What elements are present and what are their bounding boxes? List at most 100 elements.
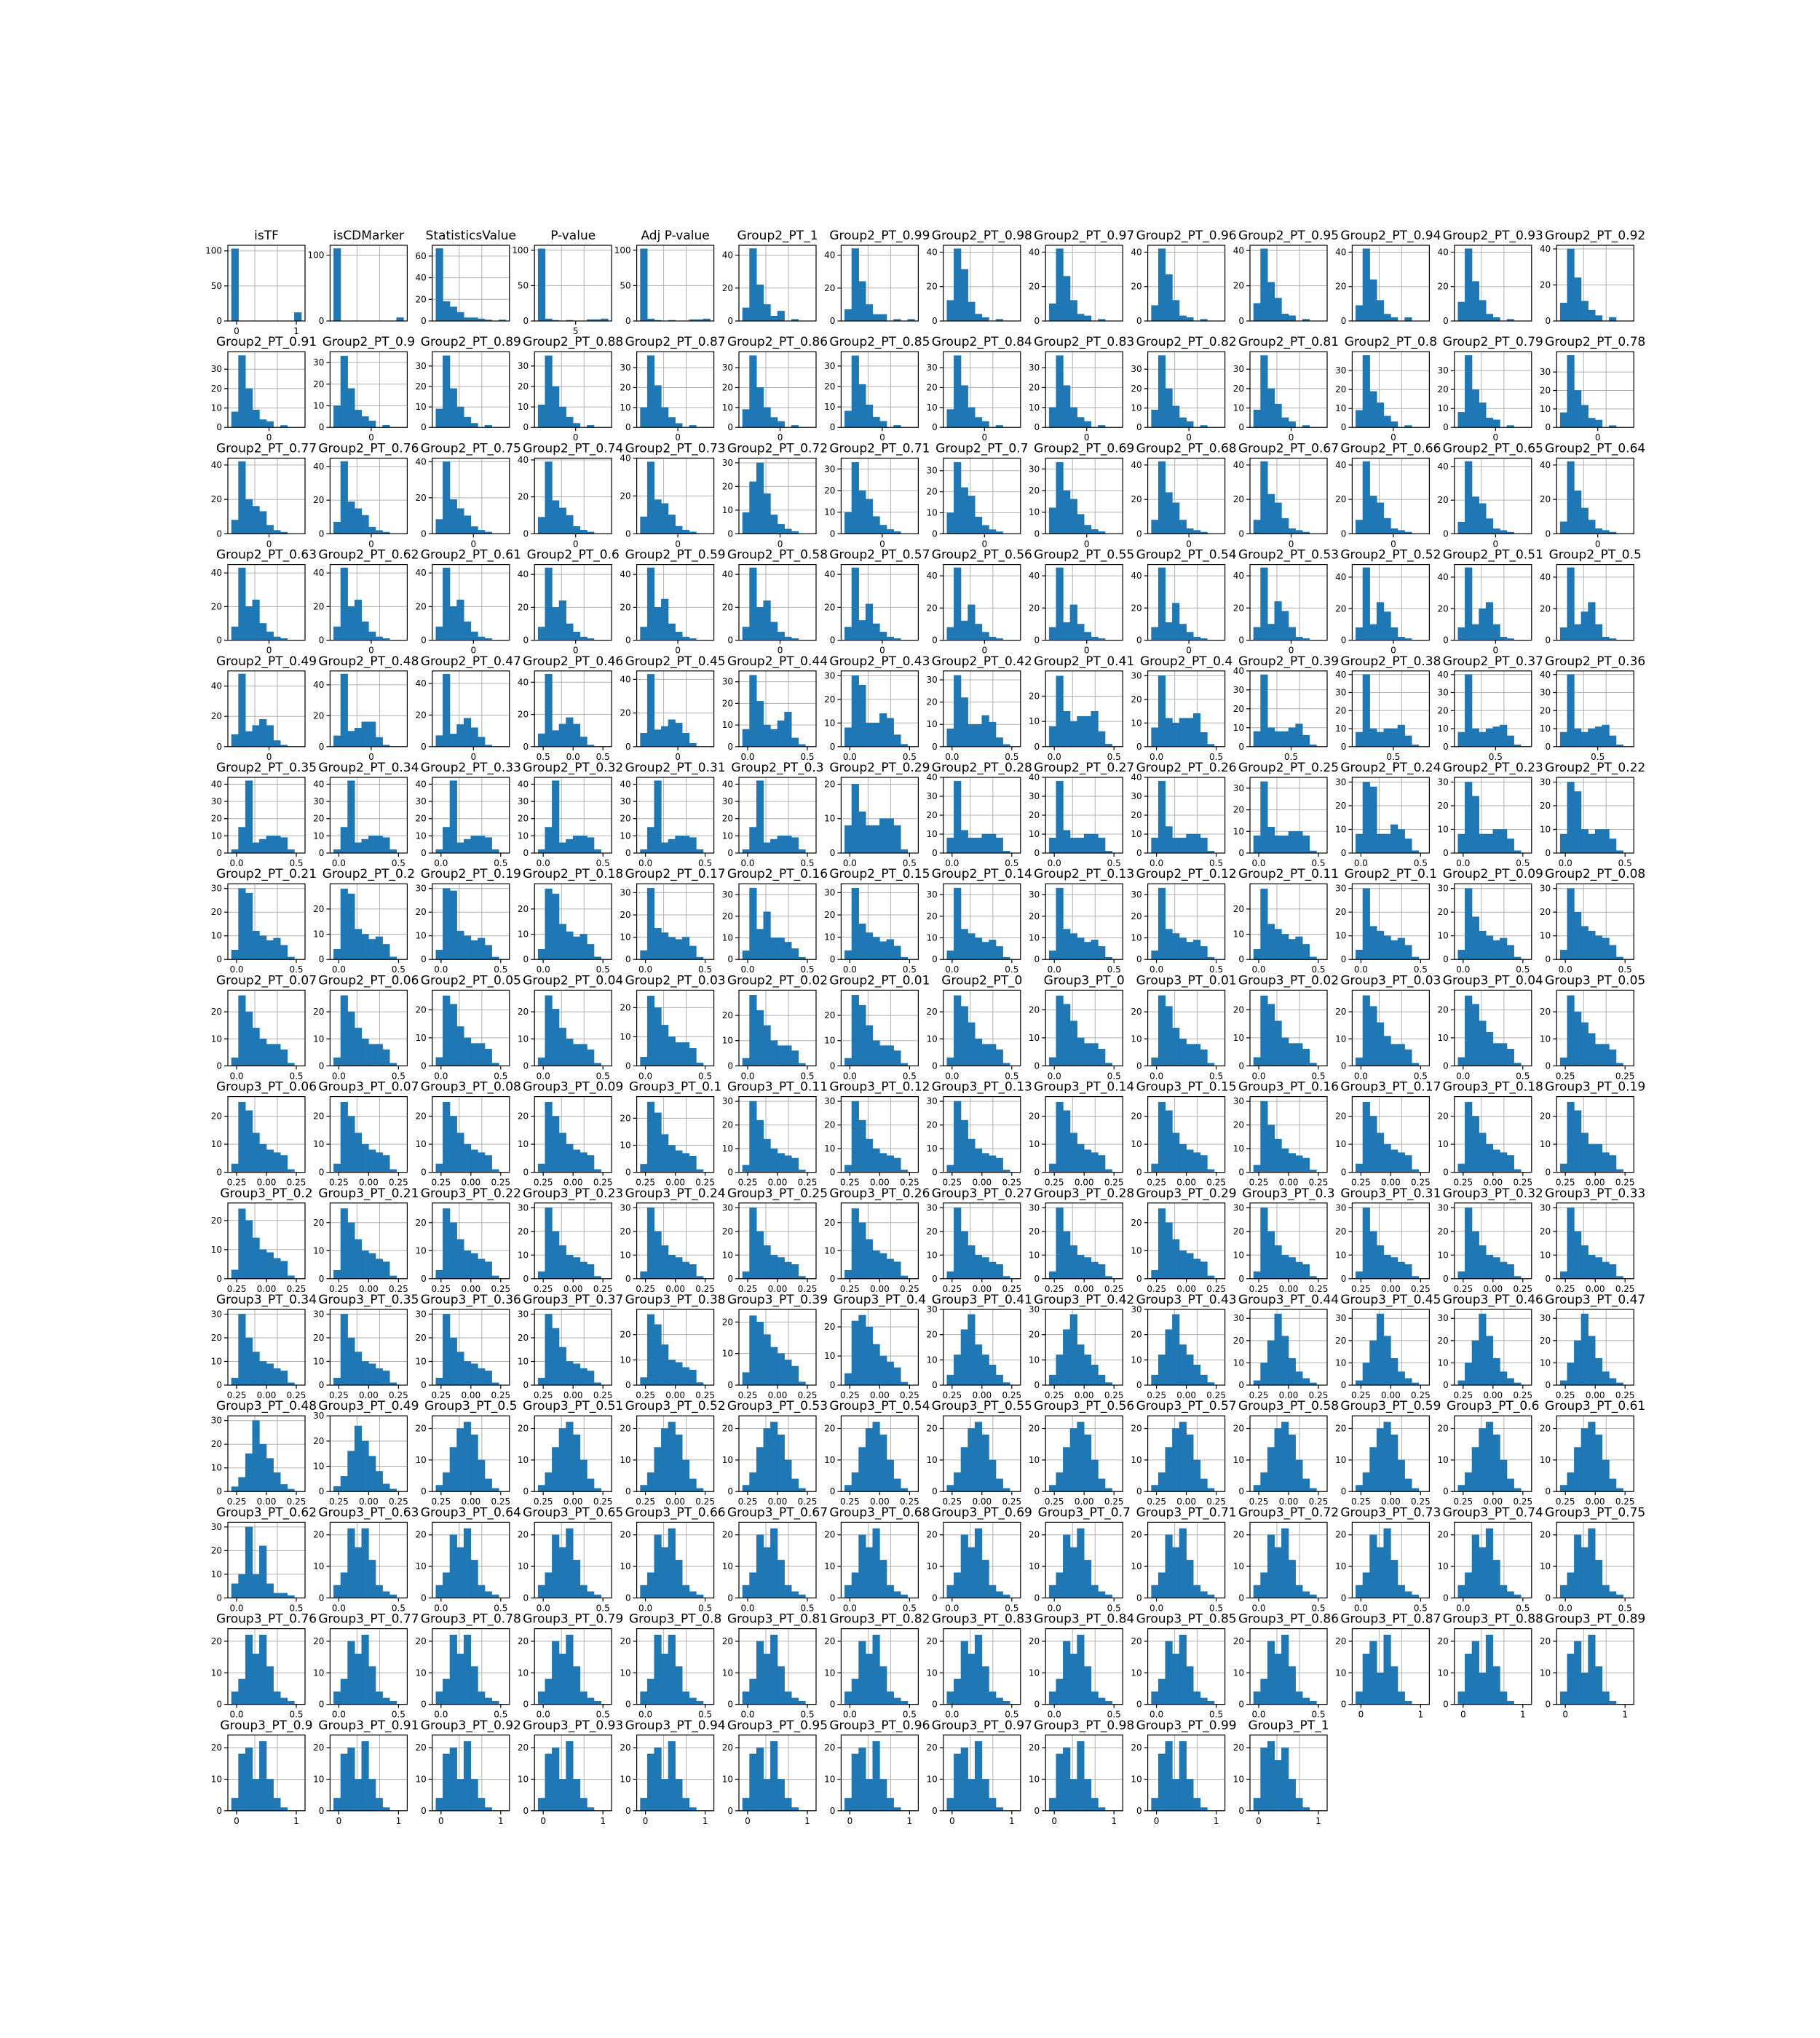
x-tick-label: 0.5 <box>494 1603 507 1613</box>
histogram-bar <box>1253 409 1261 428</box>
histogram-bar <box>347 1528 355 1598</box>
histogram-bar <box>1369 1116 1377 1173</box>
histogram-bar <box>1267 1447 1275 1492</box>
x-tick-label: 0.00 <box>359 1284 379 1294</box>
histogram-bar <box>478 1459 486 1492</box>
histogram-title: Group3_PT_0.5 <box>424 1399 517 1413</box>
histogram-bar <box>1151 1374 1159 1386</box>
histogram-bar <box>798 1488 806 1492</box>
histogram-bar <box>968 1314 976 1386</box>
x-tick-label: 0.0 <box>1354 858 1368 868</box>
y-tick-label: 20 <box>1233 704 1244 714</box>
histogram-bar <box>443 995 451 1066</box>
y-tick-label: 0 <box>523 1486 529 1496</box>
histogram-title: Group2_PT_0.92 <box>1545 229 1645 243</box>
histogram-bar <box>1091 1043 1099 1066</box>
histogram-bar <box>1192 1459 1201 1492</box>
y-tick-label: 0 <box>727 422 733 432</box>
histogram-bar <box>273 1368 281 1386</box>
histogram-bar <box>579 737 587 748</box>
histogram-bar <box>1069 1133 1077 1173</box>
histogram-bar <box>1295 1585 1303 1598</box>
histogram-bar <box>280 1155 288 1173</box>
histogram-bar <box>791 1157 799 1173</box>
histogram-bar <box>470 727 478 748</box>
histogram-bar <box>640 733 648 748</box>
histogram-bar <box>552 1116 560 1173</box>
y-tick-label: 20 <box>824 381 835 392</box>
histogram-title: Group3_PT_0.04 <box>1443 973 1543 988</box>
histogram-bar <box>566 1255 574 1280</box>
y-tick-label: 10 <box>1438 1357 1449 1368</box>
histogram-bar <box>1609 1378 1617 1386</box>
histogram-bar <box>1158 780 1166 854</box>
histogram-bar <box>968 301 976 322</box>
histogram-bar <box>640 1585 648 1598</box>
histogram-bar <box>1471 496 1479 534</box>
histogram-bar <box>579 530 587 534</box>
y-tick-label: 0 <box>1341 1060 1347 1071</box>
histogram-title: Group3_PT_0.13 <box>932 1080 1032 1095</box>
y-tick-label: 0 <box>216 1593 222 1603</box>
histogram-bar <box>375 1152 383 1173</box>
x-tick-label: 0.5 <box>596 964 610 975</box>
y-tick-label: 10 <box>1438 1250 1449 1260</box>
y-tick-label: 10 <box>1438 1455 1449 1465</box>
histogram-bar <box>280 1261 288 1280</box>
histogram-bar <box>266 940 274 960</box>
y-tick-label: 30 <box>211 364 222 374</box>
y-tick-label: 40 <box>1029 247 1040 257</box>
histogram-bar <box>1397 1261 1405 1280</box>
x-tick-label: 0.5 <box>537 752 550 762</box>
histogram-bar <box>1172 1028 1180 1066</box>
x-tick-label: 0.0 <box>1150 752 1163 762</box>
histogram-bar <box>954 887 962 960</box>
y-tick-label: 10 <box>824 932 835 943</box>
y-tick-label: 10 <box>927 719 938 729</box>
y-tick-label: 0 <box>1034 422 1040 432</box>
histogram-bar <box>1594 1044 1603 1066</box>
axes-frame <box>534 1521 612 1598</box>
histogram-bar <box>1083 1257 1092 1280</box>
histogram-bar <box>1506 1155 1514 1173</box>
axes-frame <box>840 457 919 535</box>
histogram-bar <box>756 1322 764 1386</box>
histogram-title: Group3_PT_0.37 <box>523 1293 623 1307</box>
histogram-bar <box>375 1585 383 1598</box>
axes-frame <box>1351 777 1431 854</box>
y-tick-label: 0 <box>830 954 836 964</box>
histogram-bar <box>558 1133 566 1173</box>
histogram-bar <box>798 1381 806 1386</box>
y-tick-label: 10 <box>1540 723 1551 734</box>
histogram-bar <box>989 1261 997 1280</box>
y-tick-label: 20 <box>927 603 938 613</box>
histogram-bar <box>654 1231 662 1280</box>
histogram-bar <box>1253 1585 1261 1598</box>
x-tick-label: 0.25 <box>389 1390 408 1400</box>
histogram-bar <box>280 1371 288 1386</box>
x-tick-label: 0.0 <box>740 752 754 762</box>
y-tick-label: 10 <box>824 402 835 412</box>
histogram-bar <box>443 673 451 748</box>
histogram-bar <box>1580 507 1588 534</box>
histogram-bar <box>1288 528 1296 534</box>
y-tick-label: 40 <box>1438 670 1449 680</box>
histogram-bar <box>1281 1037 1289 1066</box>
x-tick-label: 0.25 <box>695 1284 715 1294</box>
histogram-bar <box>566 623 574 641</box>
histogram-bar <box>1077 514 1085 534</box>
y-tick-label: 40 <box>313 568 324 578</box>
x-tick-label: 0.0 <box>638 1603 652 1613</box>
histogram-bar <box>1063 929 1071 960</box>
histogram-bar <box>851 1320 859 1386</box>
histogram-bar <box>484 837 492 854</box>
x-tick-label: 0.5 <box>1005 752 1018 762</box>
histogram-bar <box>1376 930 1385 960</box>
